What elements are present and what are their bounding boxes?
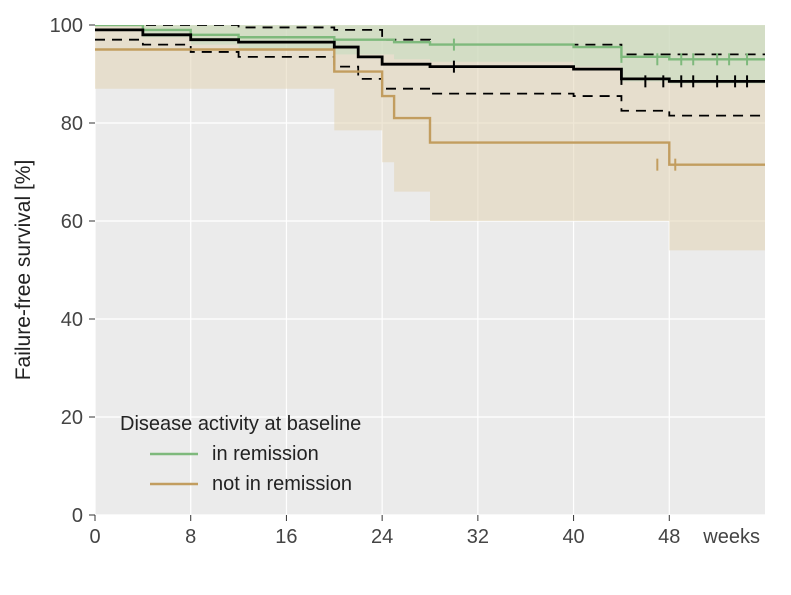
y-tick-label: 20 (61, 407, 83, 429)
survival-chart: 0 20 40 60 80 100 0 8 16 24 32 40 48 weeks Failure-fre… (0, 0, 791, 595)
x-tick-label: 0 (89, 526, 100, 548)
x-tick-label: 24 (371, 526, 393, 548)
x-tick-label: 32 (467, 526, 489, 548)
x-tick-label: 16 (275, 526, 297, 548)
y-tick-label: 100 (50, 15, 83, 37)
x-tick-label: 48 (658, 526, 680, 548)
legend-title: Disease activity at baseline (120, 413, 361, 435)
y-tick-label: 80 (61, 113, 83, 135)
legend-label: not in remission (212, 473, 352, 495)
x-axis-unit: weeks (702, 526, 760, 548)
chart-container: 0 20 40 60 80 100 0 8 16 24 32 40 48 weeks Failure-fre… (0, 0, 791, 595)
y-axis-label: Failure-free survival [%] (12, 160, 35, 381)
y-tick-label: 60 (61, 211, 83, 233)
x-tick-label: 8 (185, 526, 196, 548)
y-tick-label: 40 (61, 309, 83, 331)
legend-label: in remission (212, 443, 319, 465)
y-tick-label: 0 (72, 505, 83, 527)
x-tick-label: 40 (562, 526, 584, 548)
